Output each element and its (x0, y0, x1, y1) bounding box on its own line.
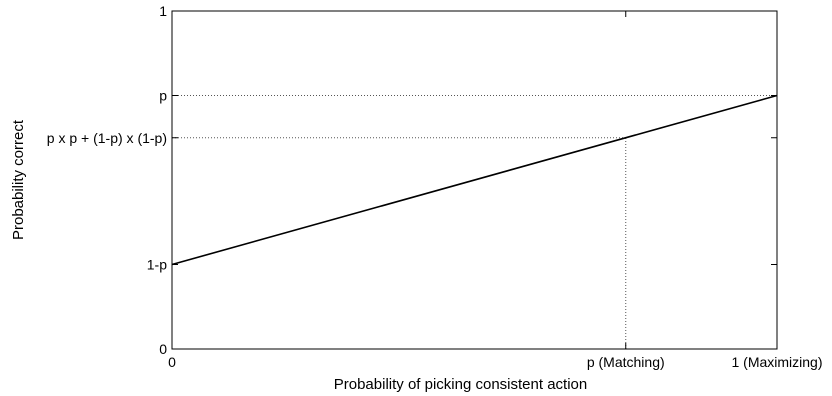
y-tick-label-1: 1-p (147, 257, 167, 273)
series-layer (171, 94, 778, 266)
x-tick-label-2: 1 (Maximizing) (731, 354, 822, 370)
y-tick-label-0: 0 (159, 341, 167, 357)
x-axis-label: Probability of picking consistent action (334, 376, 587, 393)
x-tick-label-0: 0 (168, 354, 176, 370)
x-tick-label-1: p (Matching) (587, 354, 665, 370)
x-tick-labels: 0 p (Matching) 1 (Maximizing) (168, 354, 822, 370)
y-tick-label-3: p (159, 88, 167, 104)
plot-area-frame (171, 10, 778, 350)
tick-marks (171, 10, 778, 350)
y-tick-label-4: 1 (159, 3, 167, 19)
reference-lines (172, 95, 777, 349)
series-line-0 (171, 94, 778, 266)
y-axis-label: Probability correct (10, 119, 27, 240)
y-tick-labels: 0 1-p p x p + (1-p) x (1-p) p 1 (47, 3, 167, 357)
y-tick-label-2: p x p + (1-p) x (1-p) (47, 130, 167, 146)
